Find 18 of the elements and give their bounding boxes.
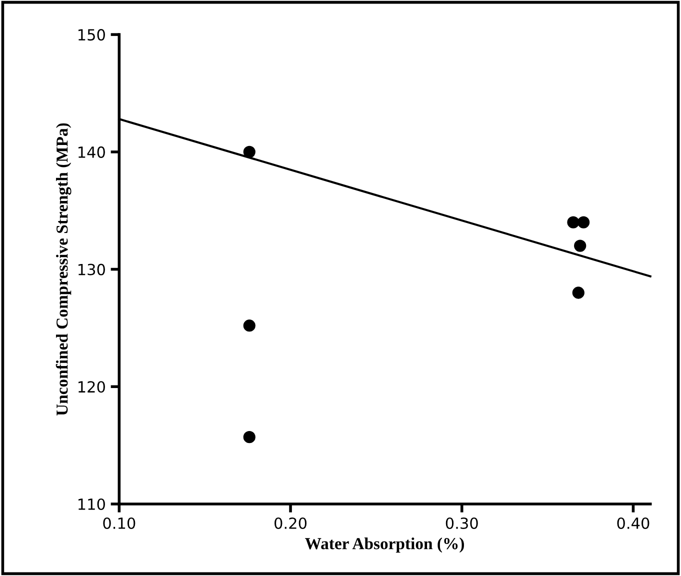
point — [567, 216, 580, 228]
point — [243, 146, 256, 158]
x-tick-label: 0.30 — [446, 517, 478, 530]
point — [574, 240, 586, 252]
point — [243, 320, 256, 332]
point — [243, 431, 256, 444]
y-axis-title: Unconfined Compressive Strength (MPa) — [56, 123, 72, 416]
y-tick-label: 120 — [78, 381, 105, 393]
y-tick-label: 130 — [78, 264, 105, 276]
y-tick-label: 150 — [78, 29, 105, 41]
y-tick-label: 140 — [78, 146, 105, 158]
x-tick-label: 0.10 — [103, 517, 136, 530]
x-axis-title: Water Absorption (%) — [305, 538, 464, 553]
point — [577, 216, 590, 228]
point — [572, 286, 584, 299]
x-tick-label: 0.40 — [617, 517, 650, 530]
y-tick-label: 110 — [78, 498, 105, 510]
x-tick-label: 0.20 — [274, 517, 307, 530]
